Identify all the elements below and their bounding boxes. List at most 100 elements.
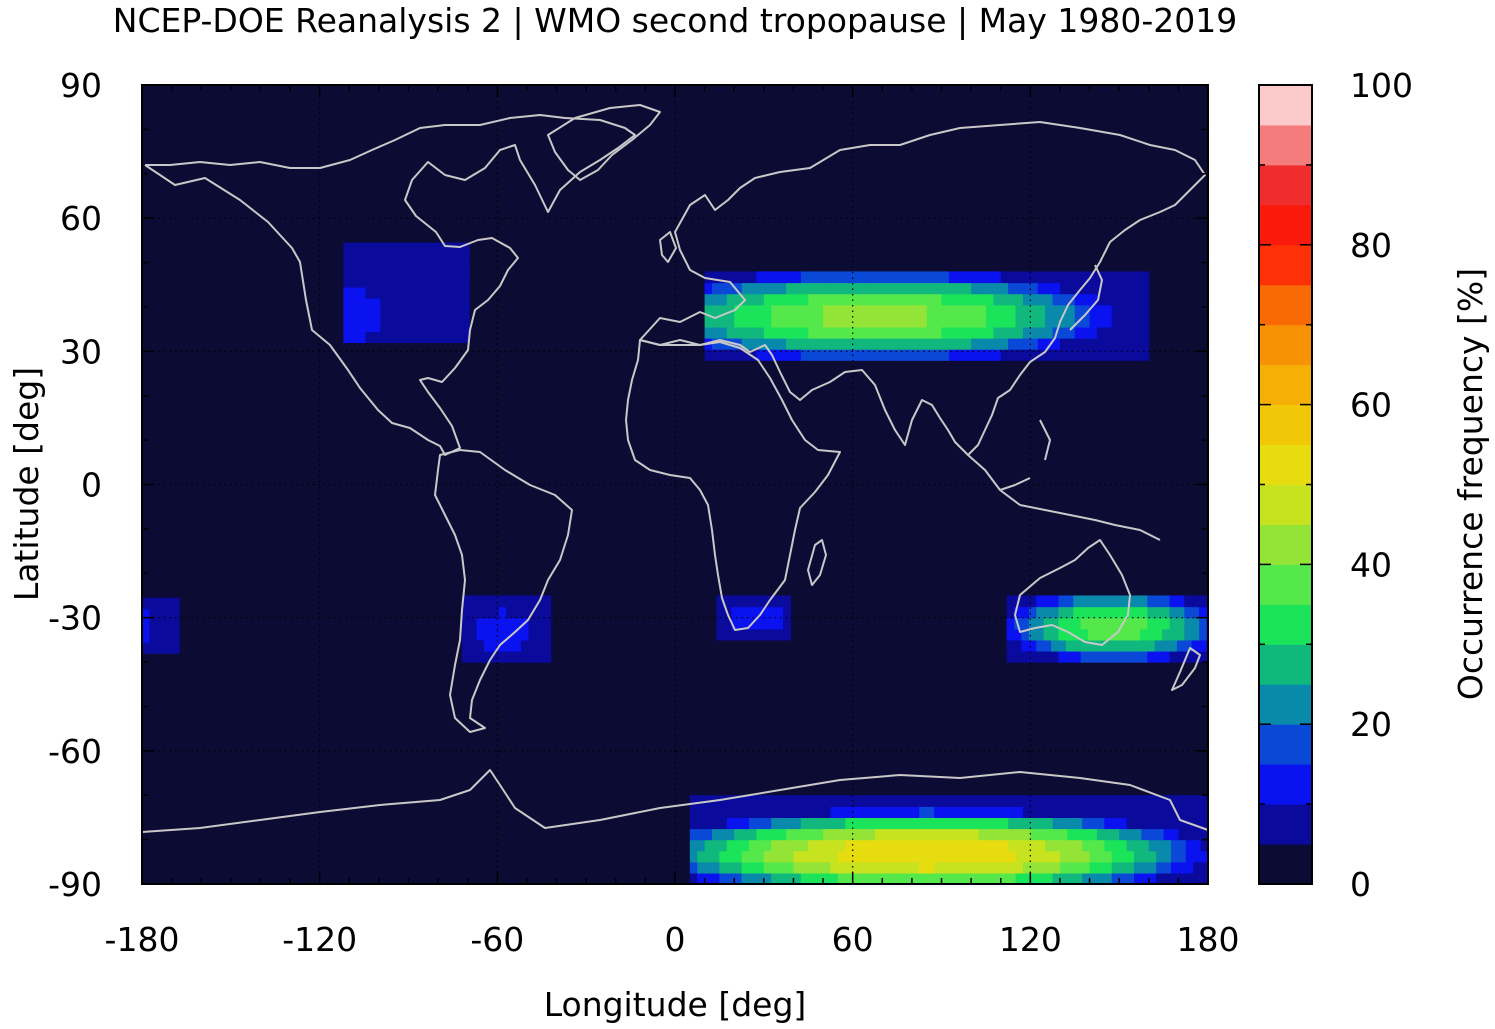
- heatmap-cell: [1037, 338, 1046, 350]
- heatmap-cell: [1119, 304, 1128, 317]
- heatmap-cell: [771, 806, 780, 819]
- coastline-greenland: [547, 104, 661, 181]
- heatmap-cell: [719, 861, 728, 874]
- heatmap-cell: [1119, 282, 1128, 295]
- y-tick-label: -90: [48, 865, 102, 904]
- heatmap-cell: [1073, 628, 1082, 641]
- heatmap-cell: [734, 293, 743, 306]
- heatmap-cell: [948, 326, 957, 339]
- heatmap-cell: [469, 639, 478, 652]
- heatmap-cell: [760, 595, 769, 608]
- heatmap-cell: [1148, 795, 1157, 807]
- colorbar-block: [1259, 244, 1312, 286]
- colorbar-block: [1259, 644, 1312, 685]
- heatmap-cell: [432, 309, 441, 321]
- heatmap-cell: [1006, 639, 1015, 652]
- heatmap-cell: [956, 349, 965, 361]
- heatmap-cell: [350, 275, 359, 288]
- heatmap-cell: [904, 817, 913, 830]
- heatmap-cell: [741, 282, 750, 295]
- heatmap-cell: [963, 304, 972, 317]
- heatmap-cell: [543, 639, 552, 652]
- heatmap-cell: [1015, 293, 1024, 306]
- heatmap-cell: [941, 828, 950, 841]
- heatmap-cell: [726, 828, 735, 841]
- heatmap-cell: [350, 242, 359, 255]
- heatmap-cell: [1126, 806, 1135, 819]
- heatmap-cell: [956, 326, 965, 339]
- heatmap-cell: [948, 828, 957, 841]
- heatmap-cell: [882, 349, 891, 361]
- heatmap-cell: [771, 293, 780, 306]
- heatmap-cell: [1141, 271, 1150, 284]
- heatmap-cell: [1074, 271, 1083, 284]
- heatmap-cell: [830, 861, 839, 874]
- heatmap-cell: [476, 650, 485, 663]
- heatmap-cell: [358, 286, 367, 299]
- heatmap-cell: [741, 795, 750, 807]
- heatmap-cell: [149, 597, 158, 610]
- heatmap-cell: [956, 795, 965, 807]
- heatmap-cell: [845, 861, 854, 874]
- heatmap-cell: [1126, 850, 1135, 863]
- heatmap-cell: [1162, 639, 1171, 652]
- heatmap-cell: [993, 861, 1002, 874]
- colorbar-block: [1259, 364, 1312, 406]
- heatmap-cell: [521, 639, 530, 652]
- heatmap-cell: [1126, 338, 1135, 350]
- heatmap-cell: [726, 326, 735, 339]
- heatmap-cell: [1082, 850, 1091, 863]
- heatmap-cell: [1148, 839, 1157, 852]
- heatmap-cell: [1141, 861, 1150, 874]
- heatmap-cell: [142, 630, 150, 643]
- heatmap-cell: [491, 595, 500, 608]
- heatmap-cell: [1059, 850, 1068, 863]
- heatmap-cell: [1170, 872, 1179, 885]
- heatmap-cell: [1006, 606, 1015, 619]
- heatmap-cell: [874, 828, 883, 841]
- heatmap-cell: [1037, 304, 1046, 317]
- heatmap-cell: [1096, 349, 1105, 361]
- heatmap-cell: [786, 861, 795, 874]
- heatmap-cell: [704, 293, 713, 306]
- heatmap-cell: [1051, 595, 1060, 608]
- heatmap-cell: [926, 282, 935, 295]
- heatmap-cell: [1154, 639, 1163, 652]
- heatmap-cell: [1059, 338, 1068, 350]
- heatmap-cell: [1111, 338, 1120, 350]
- heatmap-cell: [1082, 839, 1091, 852]
- heatmap-cell: [778, 795, 787, 807]
- heatmap-cell: [1008, 326, 1017, 339]
- heatmap-cell: [786, 839, 795, 852]
- heatmap-cell: [1052, 872, 1061, 885]
- heatmap-cell: [852, 304, 861, 317]
- heatmap-cell: [164, 608, 173, 621]
- heatmap-cell: [1052, 349, 1061, 361]
- heatmap-cell: [1022, 828, 1031, 841]
- heatmap-cell: [1162, 650, 1171, 663]
- heatmap-cell: [971, 271, 980, 284]
- heatmap-cell: [919, 282, 928, 295]
- heatmap-cell: [1126, 839, 1135, 852]
- heatmap-cell: [1082, 271, 1091, 284]
- heatmap-cell: [498, 650, 507, 663]
- heatmap-cell: [1059, 282, 1068, 295]
- heatmap-cell: [1133, 795, 1142, 807]
- heatmap-cell: [1000, 326, 1009, 339]
- heatmap-cell: [889, 861, 898, 874]
- heatmap-cell: [760, 606, 769, 619]
- heatmap-cell: [978, 850, 987, 863]
- heatmap-cell: [1178, 806, 1187, 819]
- heatmap-cell: [1185, 828, 1194, 841]
- heatmap-cell: [491, 639, 500, 652]
- heatmap-cell: [734, 349, 743, 361]
- heatmap-cell: [1119, 338, 1128, 350]
- heatmap-cell: [689, 861, 698, 874]
- heatmap-cell: [1022, 806, 1031, 819]
- heatmap-cell: [882, 839, 891, 852]
- heatmap-cell: [358, 320, 367, 332]
- heatmap-cell: [749, 806, 758, 819]
- heatmap-cell: [753, 595, 762, 608]
- heatmap-cell: [1067, 326, 1076, 339]
- heatmap-cell: [904, 828, 913, 841]
